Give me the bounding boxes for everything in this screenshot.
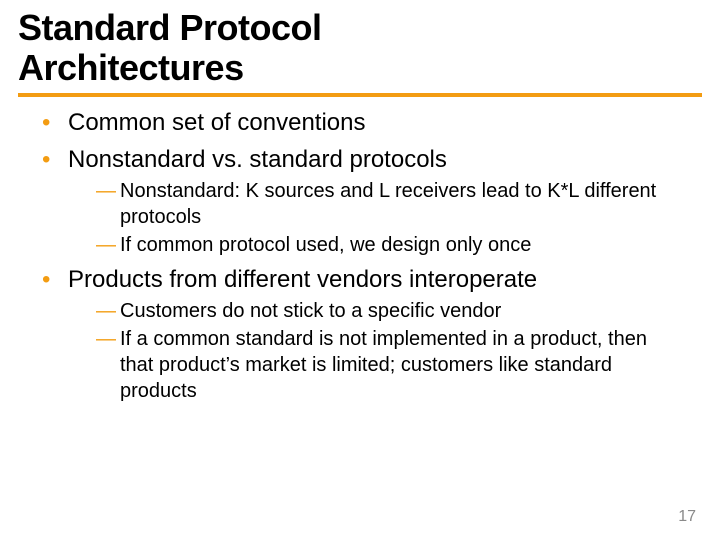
sub-item: Customers do not stick to a specific ven… [96, 298, 680, 324]
bullet-list: Common set of conventions Nonstandard vs… [40, 107, 680, 404]
bullet-text: Common set of conventions [68, 109, 365, 136]
bullet-item: Nonstandard vs. standard protocols Nonst… [40, 144, 680, 258]
bullet-text: Nonstandard vs. standard protocols [68, 146, 447, 173]
page-number: 17 [678, 508, 696, 526]
title-line-1: Standard Protocol [18, 7, 322, 48]
sub-item: Nonstandard: K sources and L receivers l… [96, 178, 680, 230]
slide-title: Standard Protocol Architectures [0, 0, 720, 93]
sub-text: Nonstandard: K sources and L receivers l… [120, 180, 656, 228]
sub-list: Customers do not stick to a specific ven… [68, 298, 680, 404]
bullet-item: Products from different vendors interope… [40, 264, 680, 404]
sub-item: If a common standard is not implemented … [96, 326, 680, 404]
title-line-2: Architectures [18, 47, 244, 88]
sub-text: If a common standard is not implemented … [120, 328, 647, 402]
slide: Standard Protocol Architectures Common s… [0, 0, 720, 540]
bullet-item: Common set of conventions [40, 107, 680, 139]
sub-item: If common protocol used, we design only … [96, 232, 680, 258]
content-area: Common set of conventions Nonstandard vs… [0, 97, 720, 404]
sub-list: Nonstandard: K sources and L receivers l… [68, 178, 680, 258]
sub-text: If common protocol used, we design only … [120, 234, 531, 256]
sub-text: Customers do not stick to a specific ven… [120, 300, 501, 322]
bullet-text: Products from different vendors interope… [68, 266, 537, 293]
